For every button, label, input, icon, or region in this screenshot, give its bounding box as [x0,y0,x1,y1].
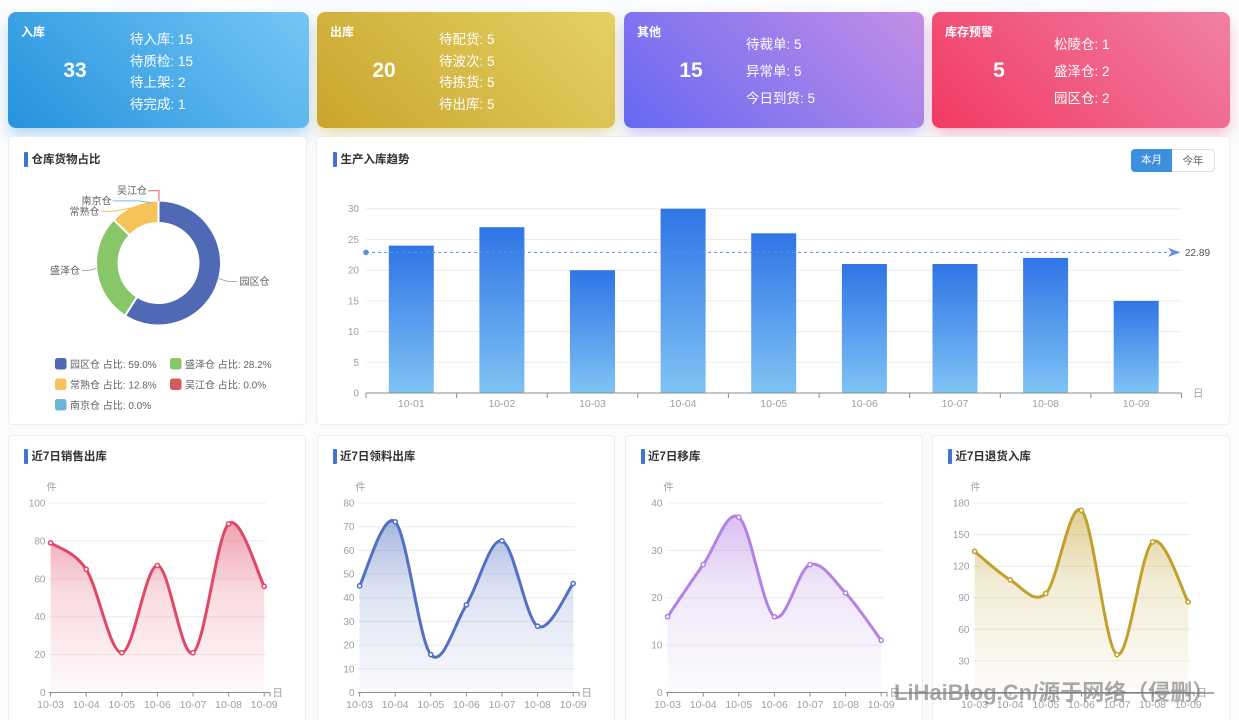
svg-text:南京仓 占比: 0.0%: 南京仓 占比: 0.0% [70,399,151,412]
svg-text:10-08: 10-08 [832,699,859,711]
svg-text:10-09: 10-09 [867,699,894,711]
svg-text:10-06: 10-06 [760,699,787,711]
svg-text:180: 180 [953,499,970,510]
svg-text:件: 件 [971,482,981,494]
svg-text:10-01: 10-01 [398,398,425,410]
svg-text:园区仓: 园区仓 [240,275,270,288]
svg-text:60: 60 [34,574,46,585]
svg-text:30: 30 [958,656,970,667]
svg-text:10-05: 10-05 [760,398,787,410]
svg-text:10-09: 10-09 [251,699,278,711]
svg-text:40: 40 [651,499,663,510]
svg-text:0: 0 [964,688,970,699]
svg-text:15: 15 [348,296,360,307]
svg-text:20: 20 [348,266,360,277]
svg-text:日: 日 [273,687,284,699]
svg-text:10-06: 10-06 [1068,699,1095,711]
svg-text:日: 日 [581,687,592,699]
svg-text:150: 150 [953,530,970,541]
svg-text:80: 80 [34,536,46,547]
svg-text:60: 60 [958,625,970,636]
svg-text:10-03: 10-03 [37,699,64,711]
svg-text:盛泽仓: 盛泽仓 [50,264,80,277]
svg-text:20: 20 [34,650,46,661]
svg-text:10-06: 10-06 [144,699,171,711]
svg-text:常熟仓: 常熟仓 [70,205,100,218]
svg-text:日: 日 [1193,388,1204,400]
svg-text:件: 件 [663,482,673,494]
svg-text:10-06: 10-06 [452,699,479,711]
svg-text:盛泽仓 占比: 28.2%: 盛泽仓 占比: 28.2% [185,358,272,371]
svg-text:10-07: 10-07 [942,398,969,410]
svg-text:件: 件 [47,482,57,494]
svg-text:10-09: 10-09 [559,699,586,711]
svg-text:10-08: 10-08 [1032,398,1059,410]
svg-text:20: 20 [343,641,355,652]
svg-text:10-04: 10-04 [997,699,1024,711]
svg-text:10-08: 10-08 [1139,699,1166,711]
svg-text:10-07: 10-07 [180,699,207,711]
svg-text:10-08: 10-08 [215,699,242,711]
svg-text:10: 10 [651,641,663,652]
svg-text:25: 25 [348,235,360,246]
svg-text:20: 20 [651,593,663,604]
svg-text:10-08: 10-08 [524,699,551,711]
svg-text:10-03: 10-03 [346,699,373,711]
svg-text:10-07: 10-07 [796,699,823,711]
svg-text:10-04: 10-04 [73,699,100,711]
svg-text:30: 30 [651,546,663,557]
svg-text:10-05: 10-05 [1032,699,1059,711]
svg-text:10-05: 10-05 [417,699,444,711]
svg-text:50: 50 [343,570,355,581]
svg-text:10-05: 10-05 [108,699,135,711]
svg-text:30: 30 [348,204,360,215]
svg-text:10-04: 10-04 [381,699,408,711]
svg-text:30: 30 [343,617,355,628]
svg-text:0: 0 [348,688,354,699]
svg-text:80: 80 [343,499,355,510]
svg-text:吴江仓: 吴江仓 [117,184,147,197]
svg-text:0: 0 [656,688,662,699]
svg-text:园区仓 占比: 59.0%: 园区仓 占比: 59.0% [70,358,157,371]
svg-text:常熟仓 占比: 12.8%: 常熟仓 占比: 12.8% [70,378,157,391]
svg-text:0: 0 [353,389,359,400]
svg-text:日: 日 [889,687,900,699]
svg-text:0: 0 [40,688,46,699]
svg-text:10-04: 10-04 [689,699,716,711]
svg-text:10-03: 10-03 [961,699,988,711]
svg-text:吴江仓 占比: 0.0%: 吴江仓 占比: 0.0% [185,378,266,391]
svg-text:10-04: 10-04 [670,398,697,410]
svg-text:日: 日 [1197,687,1208,699]
svg-text:10-03: 10-03 [579,398,606,410]
svg-text:100: 100 [29,499,46,510]
svg-text:10-07: 10-07 [1104,699,1131,711]
svg-text:40: 40 [34,612,46,623]
svg-text:70: 70 [343,522,355,533]
svg-text:5: 5 [353,358,359,369]
svg-text:10-03: 10-03 [654,699,681,711]
svg-text:10-02: 10-02 [488,398,515,410]
svg-text:40: 40 [343,593,355,604]
svg-text:件: 件 [355,482,365,494]
svg-text:10-07: 10-07 [488,699,515,711]
svg-text:120: 120 [953,562,970,573]
svg-text:南京仓: 南京仓 [82,194,112,207]
svg-text:60: 60 [343,546,355,557]
svg-text:90: 90 [958,593,970,604]
svg-text:10-05: 10-05 [725,699,752,711]
svg-text:10-09: 10-09 [1123,398,1150,410]
svg-text:10-09: 10-09 [1175,699,1202,711]
svg-text:22.89: 22.89 [1185,248,1210,259]
svg-text:10: 10 [348,327,360,338]
svg-text:10: 10 [343,664,355,675]
svg-text:10-06: 10-06 [851,398,878,410]
